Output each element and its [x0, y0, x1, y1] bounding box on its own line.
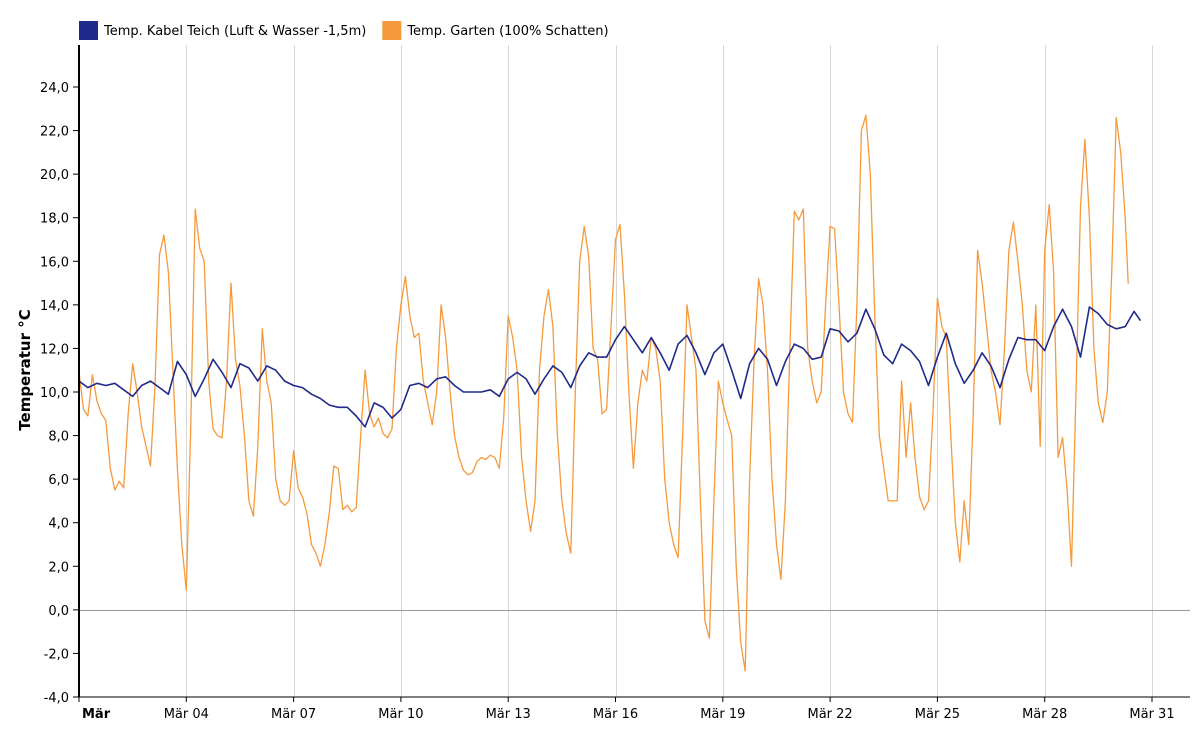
axes-layer — [78, 45, 1190, 698]
y-tick-label: 8,0 — [48, 430, 69, 445]
x-axis-ticks: Mär Mär 04 Mär 07 Mär 10 Mär 13 Mär 16 Mär 19 M… — [78, 697, 1175, 722]
y-axis-label: Temperatur °C — [16, 309, 34, 430]
legend-label: Temp. Garten (100% Schatten) — [406, 24, 608, 39]
y-tick-label: 4,0 — [48, 517, 69, 532]
y-tick-label: 20,0 — [40, 168, 69, 183]
series-line-teich — [78, 306, 1141, 428]
y-tick-label: 10,0 — [40, 386, 69, 401]
x-tick-label: Mär 16 — [593, 707, 638, 722]
y-tick-label: 2,0 — [48, 560, 69, 575]
legend-swatch — [79, 21, 98, 40]
legend-item-teich[interactable]: Temp. Kabel Teich (Luft & Wasser -1,5m) — [79, 21, 366, 40]
y-tick-label: 22,0 — [40, 125, 69, 140]
y-tick-label: 6,0 — [48, 473, 69, 488]
x-tick-label: Mär 10 — [378, 707, 423, 722]
y-tick-label: 14,0 — [40, 299, 69, 314]
x-tick-label: Mär 28 — [1022, 707, 1067, 722]
y-tick-label: 18,0 — [40, 212, 69, 227]
y-tick-label: 12,0 — [40, 342, 69, 357]
y-tick-label: 16,0 — [40, 255, 69, 270]
legend-swatch — [382, 21, 402, 40]
y-tick-label: 0,0 — [48, 604, 69, 619]
legend-label: Temp. Kabel Teich (Luft & Wasser -1,5m) — [103, 24, 366, 39]
legend-item-garten[interactable]: Temp. Garten (100% Schatten) — [382, 21, 609, 40]
x-tick-label: Mär 04 — [164, 707, 209, 722]
y-axis-ticks: -4,0 -2,0 0,0 2,0 4,0 6,0 8,0 10,0 12,0 14,0 16,0 1… — [40, 81, 79, 706]
x-tick-label: Mär — [82, 707, 111, 722]
x-tick-label: Mär 22 — [807, 707, 852, 722]
legend[interactable]: Temp. Kabel Teich (Luft & Wasser -1,5m) T… — [79, 21, 609, 40]
y-tick-label: -2,0 — [44, 647, 69, 662]
x-tick-label: Mär 07 — [271, 707, 316, 722]
x-tick-label: Mär 25 — [915, 707, 960, 722]
y-tick-label: -4,0 — [44, 691, 69, 706]
y-tick-label: 24,0 — [40, 81, 69, 96]
series-line-garten — [78, 114, 1129, 672]
x-tick-label: Mär 13 — [486, 707, 531, 722]
x-tick-label: Mär 31 — [1129, 707, 1174, 722]
series-layer — [78, 114, 1141, 672]
gridlines — [79, 45, 1190, 697]
x-tick-label: Mär 19 — [700, 707, 745, 722]
